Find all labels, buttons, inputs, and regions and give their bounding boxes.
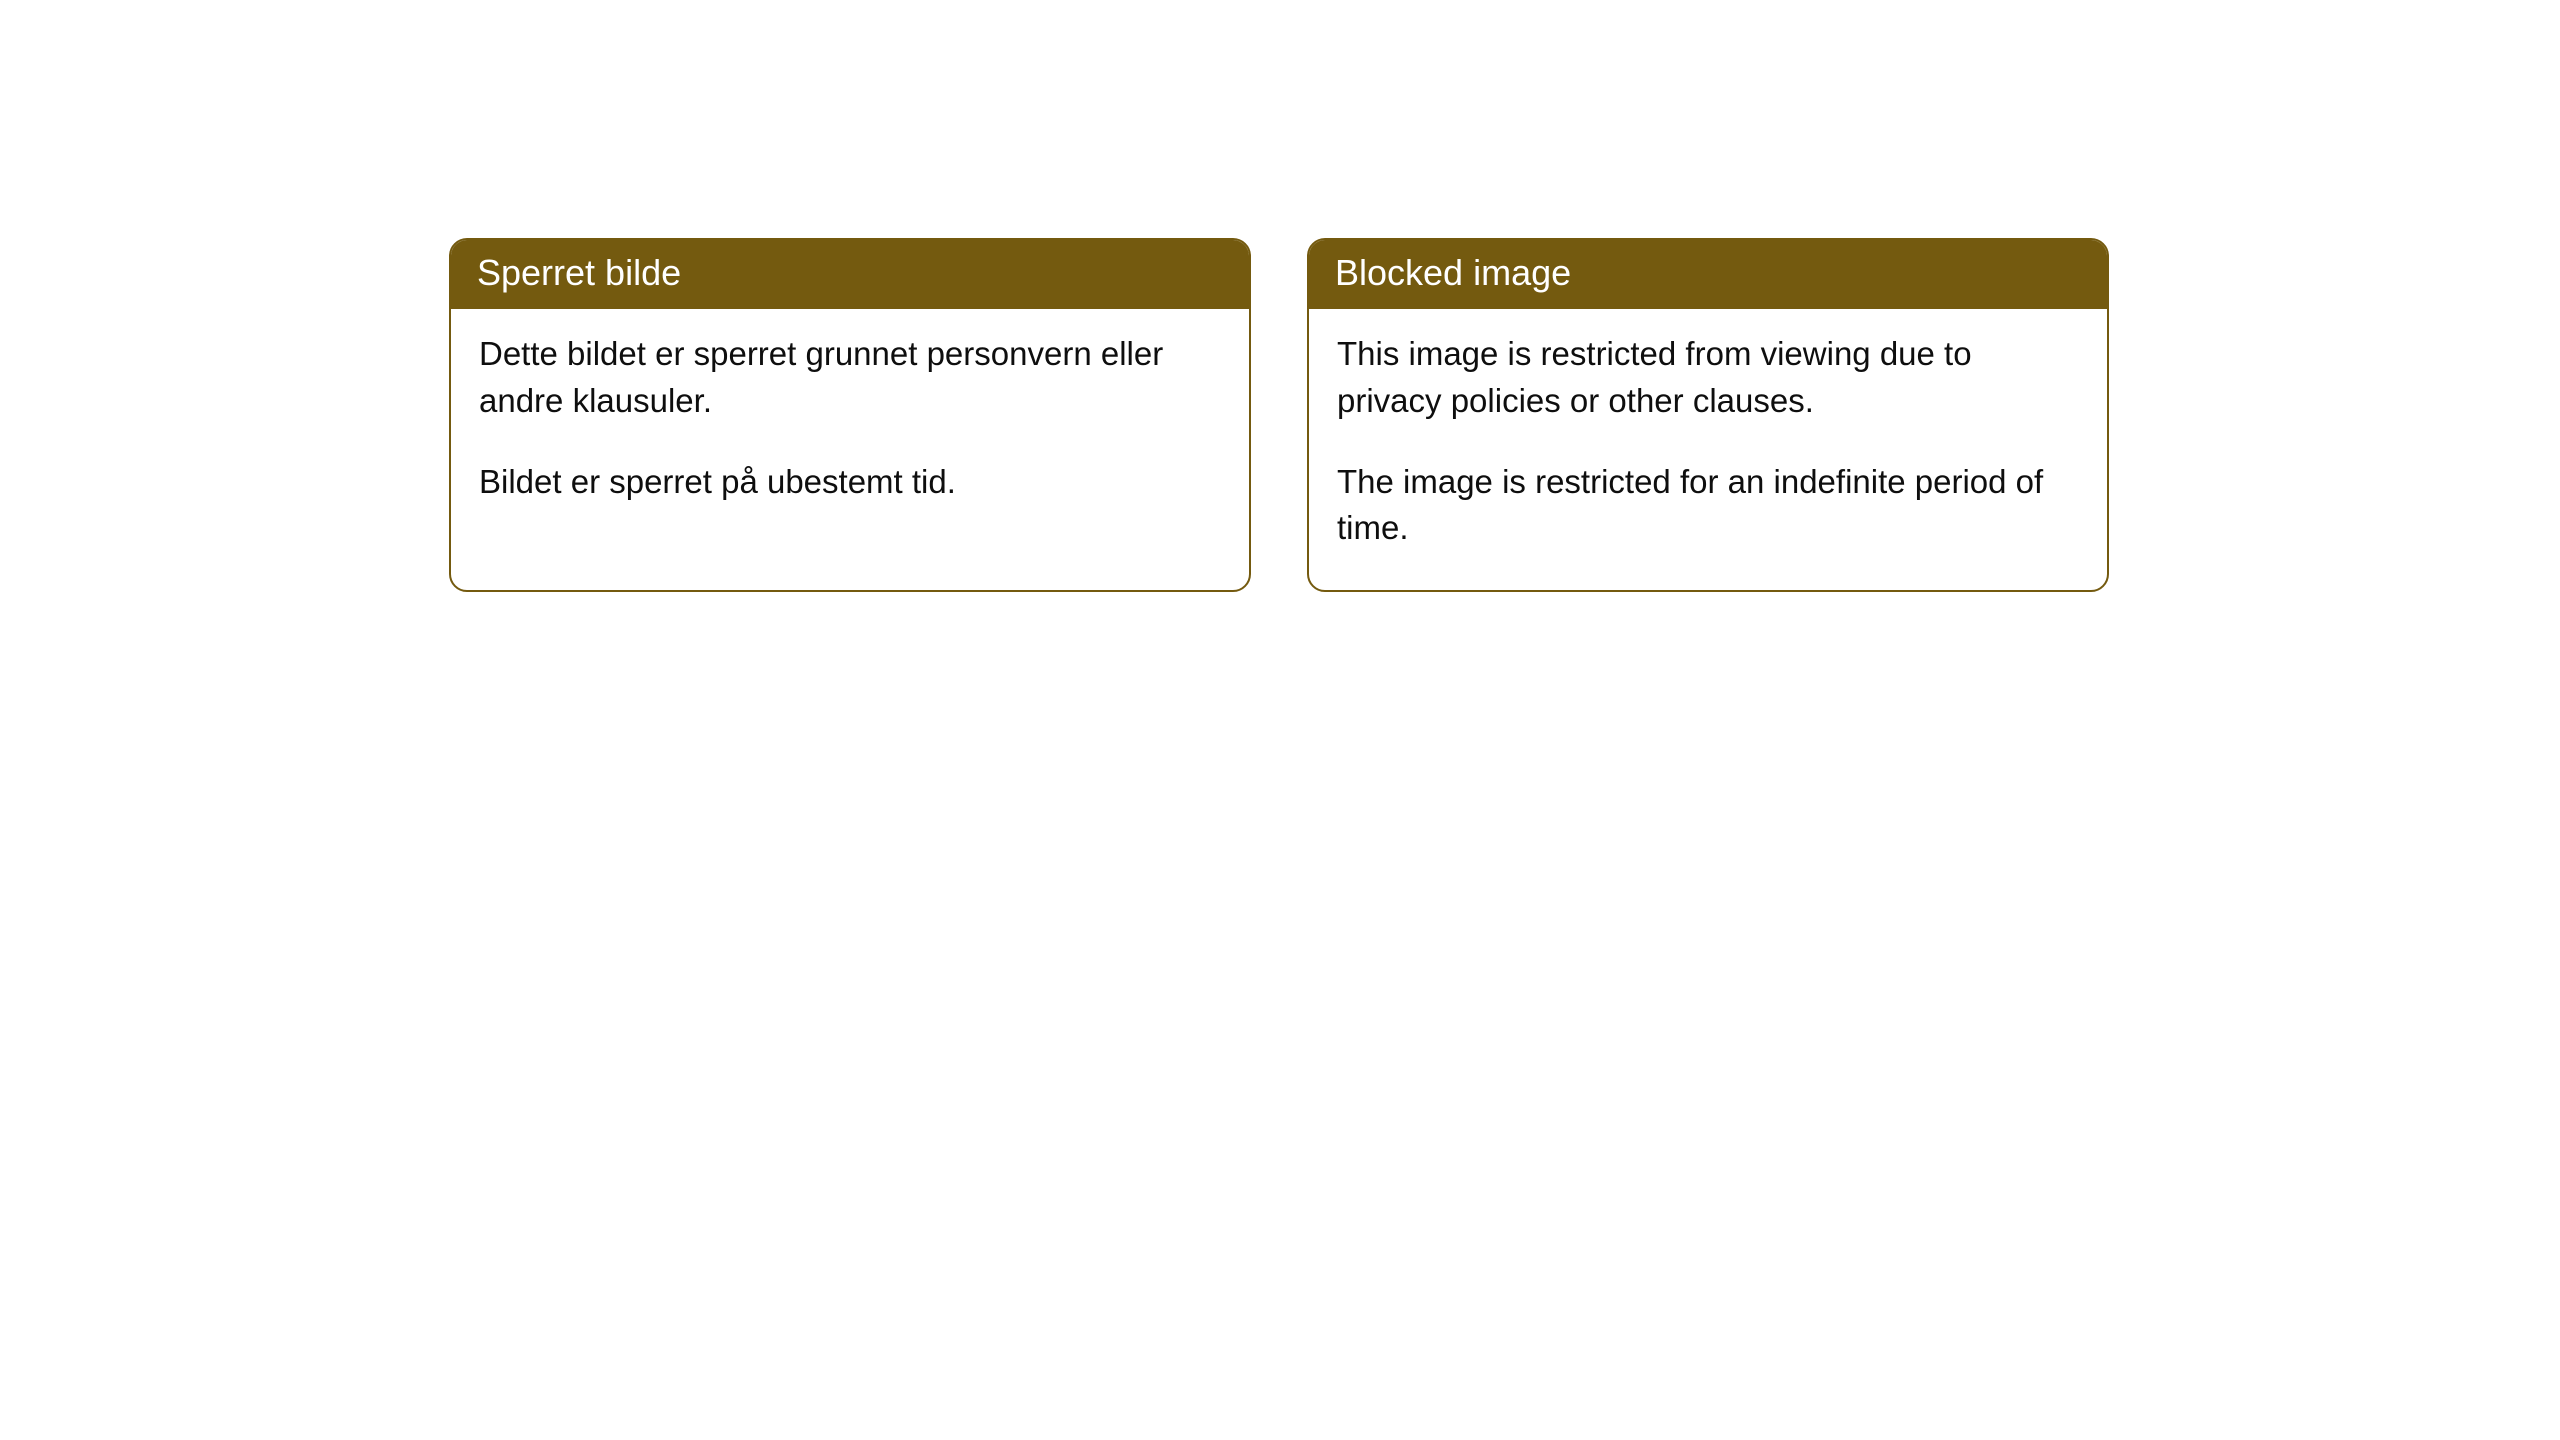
card-body: Dette bildet er sperret grunnet personve… (451, 309, 1249, 544)
card-paragraph: This image is restricted from viewing du… (1337, 331, 2079, 425)
info-card-english: Blocked image This image is restricted f… (1307, 238, 2109, 592)
info-card-norwegian: Sperret bilde Dette bildet er sperret gr… (449, 238, 1251, 592)
card-header: Sperret bilde (451, 240, 1249, 309)
card-title: Sperret bilde (477, 252, 681, 293)
card-paragraph: The image is restricted for an indefinit… (1337, 459, 2079, 553)
card-paragraph: Bildet er sperret på ubestemt tid. (479, 459, 1221, 506)
card-body: This image is restricted from viewing du… (1309, 309, 2107, 590)
card-header: Blocked image (1309, 240, 2107, 309)
card-paragraph: Dette bildet er sperret grunnet personve… (479, 331, 1221, 425)
info-cards-container: Sperret bilde Dette bildet er sperret gr… (449, 238, 2109, 592)
card-title: Blocked image (1335, 252, 1571, 293)
